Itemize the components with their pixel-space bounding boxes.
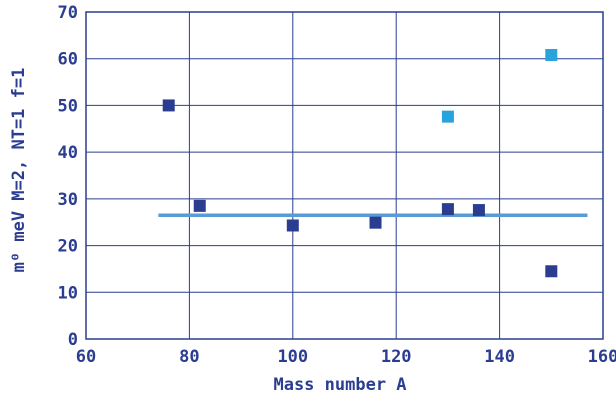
x-tick-label-120: 120	[381, 347, 412, 367]
data-point-s0-1	[193, 199, 206, 212]
y-tick-label-10: 10	[58, 283, 78, 303]
y-tick-label-70: 70	[58, 3, 78, 23]
y-axis-label: m⁰ meV M=2, NT=1 f=1	[9, 68, 29, 273]
data-points	[162, 48, 558, 278]
data-point-s0-4	[441, 203, 454, 216]
y-tick-label-30: 30	[58, 190, 78, 210]
data-point-s0-3	[369, 216, 382, 229]
data-point-s0-5	[472, 204, 485, 217]
x-tick-label-100: 100	[277, 347, 308, 367]
x-tick-labels: 60 80 100 120 140 160	[76, 347, 616, 367]
data-point-s0-2	[286, 219, 299, 232]
y-tick-label-20: 20	[58, 237, 78, 257]
y-tick-label-40: 40	[58, 143, 78, 163]
plot-frame	[85, 11, 604, 340]
data-point-s0-6	[545, 265, 558, 278]
x-axis-label: Mass number A	[273, 375, 406, 395]
x-tick-label-80: 80	[179, 347, 199, 367]
grid-lines	[85, 11, 604, 340]
y-tick-label-50: 50	[58, 96, 78, 116]
y-tick-label-60: 60	[58, 50, 78, 70]
x-tick-label-160: 160	[588, 347, 616, 367]
data-point-s1-0	[441, 110, 454, 123]
y-tick-labels: 0 10 20 30 40 50 60 70	[58, 3, 78, 350]
data-point-s1-1	[545, 48, 558, 61]
data-point-s0-0	[162, 99, 175, 112]
y-tick-label-0: 0	[68, 330, 78, 350]
x-tick-label-140: 140	[484, 347, 515, 367]
x-tick-label-60: 60	[76, 347, 96, 367]
